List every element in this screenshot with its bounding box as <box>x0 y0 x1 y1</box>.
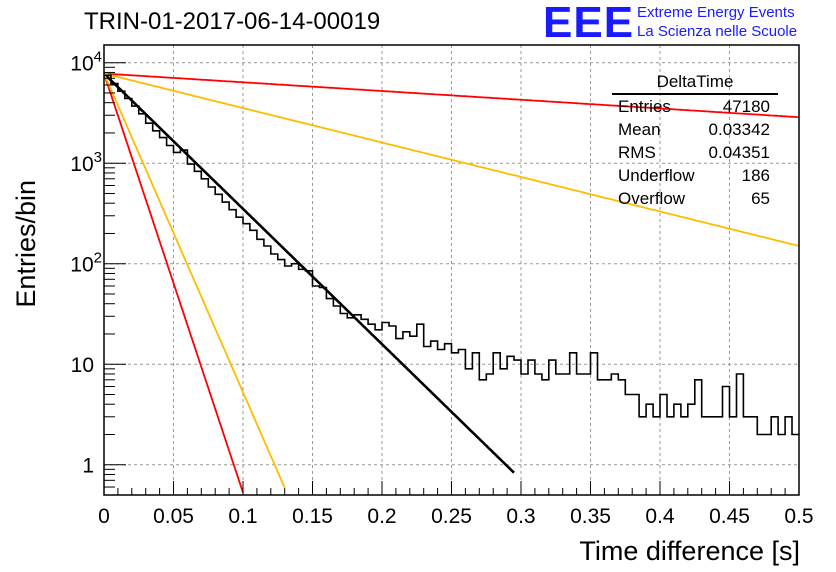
stats-value: 186 <box>741 166 770 185</box>
logo-caption-line2: La Scienza nelle Scuole <box>637 23 798 40</box>
stats-box-title: DeltaTime <box>612 72 778 95</box>
stats-row-entries: Entries 47180 <box>612 95 778 118</box>
y-tick-label: 102 <box>70 250 102 277</box>
stats-value: 0.03342 <box>708 120 770 139</box>
histogram <box>104 74 799 436</box>
x-tick-labels: 0 0.05 0.1 0.15 0.2 0.25 0.3 0.35 0.4 0.45 0.5 <box>98 505 813 528</box>
stats-label: Overflow <box>618 189 686 208</box>
fit-curve <box>103 72 515 474</box>
stats-row-overflow: Overflow 65 <box>612 187 778 210</box>
eee-logo: EEE <box>543 0 635 47</box>
x-tick-label: 0.25 <box>431 505 472 528</box>
x-tick-label: 0.2 <box>367 505 396 528</box>
x-tick-label: 0.3 <box>506 505 535 528</box>
x-tick-label: 0.1 <box>228 505 257 528</box>
stats-row-rms: RMS 0.04351 <box>612 141 778 164</box>
x-tick-label: 0.15 <box>292 505 333 528</box>
stats-label: Underflow <box>618 166 695 185</box>
y-tick-labels: 1 10 102 103 104 <box>70 49 102 478</box>
fit-curves <box>103 72 800 493</box>
fit-curve <box>103 73 286 489</box>
x-tick-label: 0.45 <box>709 505 750 528</box>
x-axis-title: Time difference [s] <box>579 536 800 566</box>
histogram-line <box>104 74 799 436</box>
stats-row-mean: Mean 0.03342 <box>612 118 778 141</box>
x-tick-label: 0.4 <box>645 505 675 528</box>
x-tick-label: 0.5 <box>784 505 813 528</box>
stats-box: DeltaTime Entries 47180 Mean 0.03342 RMS… <box>612 72 778 210</box>
stats-value: 47180 <box>722 97 770 116</box>
chart-title: TRIN-01-2017-06-14-00019 <box>84 8 381 35</box>
y-tick-label: 103 <box>70 149 102 176</box>
y-tick-label: 104 <box>70 49 102 76</box>
stats-value: 65 <box>751 189 770 208</box>
y-tick-label: 1 <box>82 455 94 478</box>
stats-label: RMS <box>618 143 656 162</box>
axis-ticks <box>103 62 800 495</box>
x-tick-label: 0.35 <box>570 505 611 528</box>
logo-caption-line1: Extreme Energy Events <box>637 4 795 21</box>
y-tick-label: 10 <box>71 354 94 377</box>
logo-caption: Extreme Energy Events La Scienza nelle S… <box>637 3 797 41</box>
x-tick-label: 0.05 <box>153 505 194 528</box>
stats-row-underflow: Underflow 186 <box>612 164 778 187</box>
stats-label: Mean <box>618 120 661 139</box>
y-axis-title: Entries/bin <box>11 180 41 308</box>
fit-curve <box>103 72 800 119</box>
fit-curve <box>103 72 800 247</box>
grid <box>104 45 799 495</box>
stats-label: Entries <box>618 97 671 116</box>
stats-value: 0.04351 <box>708 143 770 162</box>
fit-curve <box>103 73 244 493</box>
x-tick-label: 0 <box>98 505 110 528</box>
